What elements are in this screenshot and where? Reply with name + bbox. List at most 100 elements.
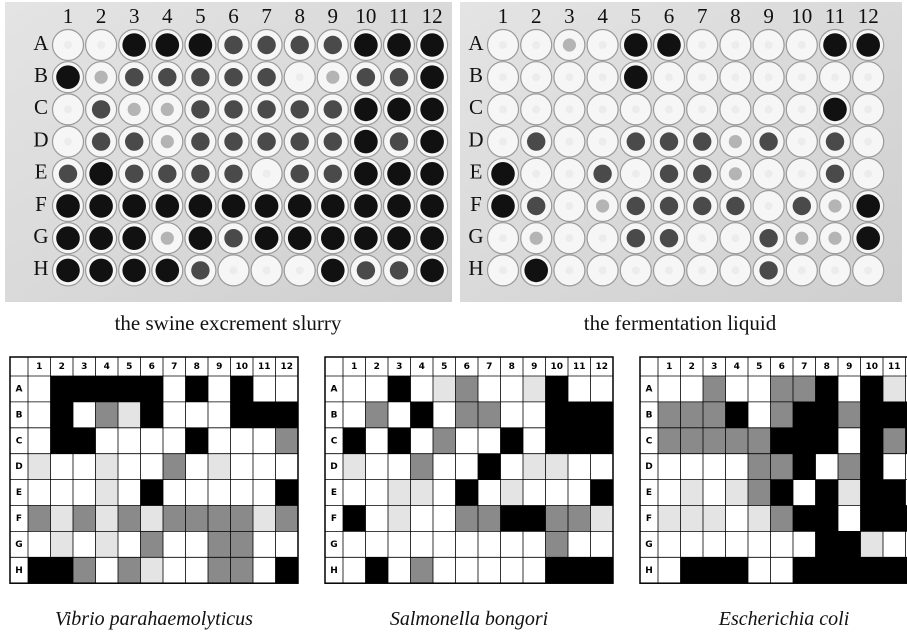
well	[499, 234, 507, 242]
cell	[456, 454, 479, 480]
cell	[433, 531, 456, 557]
row-label: H	[33, 256, 48, 280]
cell	[456, 531, 479, 557]
column-label: 5	[195, 4, 206, 28]
well	[765, 202, 773, 210]
well	[357, 261, 375, 279]
row-label: F	[331, 514, 337, 524]
cell	[816, 506, 839, 532]
well	[627, 229, 645, 247]
cell	[141, 402, 164, 428]
cell	[726, 428, 749, 454]
cell	[883, 428, 906, 454]
well	[296, 73, 304, 81]
well	[224, 100, 242, 118]
well	[89, 162, 113, 186]
well	[798, 41, 806, 49]
cell	[411, 402, 434, 428]
well	[224, 229, 242, 247]
well	[191, 68, 209, 86]
cell	[411, 454, 434, 480]
cell	[366, 531, 389, 557]
cell	[231, 557, 254, 583]
cell	[141, 557, 164, 583]
well	[864, 73, 872, 81]
cell	[96, 454, 119, 480]
row-label: G	[468, 224, 483, 248]
cell	[433, 428, 456, 454]
cell	[388, 402, 411, 428]
cell	[501, 428, 524, 454]
cell	[456, 557, 479, 583]
well	[793, 197, 811, 215]
well	[291, 132, 309, 150]
cell	[253, 454, 276, 480]
row-label: H	[468, 256, 483, 280]
column-label: 11	[389, 4, 409, 28]
cell	[546, 454, 569, 480]
cell	[748, 531, 771, 557]
well	[257, 100, 275, 118]
cell	[793, 480, 816, 506]
column-label: 12	[280, 362, 293, 372]
well	[499, 41, 507, 49]
well	[693, 165, 711, 183]
row-label: E	[331, 488, 337, 498]
row-label: A	[16, 384, 23, 394]
well	[420, 162, 444, 186]
well	[563, 38, 576, 51]
cell	[591, 428, 614, 454]
cell	[276, 531, 299, 557]
column-label: 4	[597, 4, 608, 28]
cell	[748, 454, 771, 480]
well	[288, 226, 312, 250]
cell	[411, 376, 434, 402]
cell	[51, 480, 74, 506]
cell	[658, 557, 681, 583]
cell	[883, 402, 906, 428]
well	[230, 266, 238, 274]
well	[326, 71, 339, 84]
cell	[523, 376, 546, 402]
cell	[208, 402, 231, 428]
cell	[366, 557, 389, 583]
well	[357, 68, 375, 86]
well	[599, 138, 607, 146]
cell	[208, 454, 231, 480]
cell	[28, 531, 51, 557]
cell	[456, 402, 479, 428]
well	[321, 259, 345, 283]
well	[224, 68, 242, 86]
cell	[253, 531, 276, 557]
well	[798, 105, 806, 113]
well	[765, 73, 773, 81]
cell	[771, 428, 794, 454]
cell	[681, 376, 704, 402]
well	[798, 170, 806, 178]
cell	[726, 557, 749, 583]
cell	[703, 480, 726, 506]
well	[632, 105, 640, 113]
cell	[118, 454, 141, 480]
cell	[141, 506, 164, 532]
well	[56, 65, 80, 89]
cell	[591, 454, 614, 480]
cell	[73, 376, 96, 402]
column-label: 5	[631, 4, 642, 28]
well	[599, 73, 607, 81]
cell	[433, 376, 456, 402]
cell	[118, 402, 141, 428]
well	[826, 132, 844, 150]
cell	[208, 480, 231, 506]
cell	[478, 480, 501, 506]
cell	[231, 506, 254, 532]
cell	[73, 454, 96, 480]
cell	[253, 557, 276, 583]
cell	[703, 376, 726, 402]
cell	[118, 428, 141, 454]
cell	[366, 428, 389, 454]
cell	[163, 402, 186, 428]
well	[321, 226, 345, 250]
cell	[726, 376, 749, 402]
well	[161, 103, 174, 116]
